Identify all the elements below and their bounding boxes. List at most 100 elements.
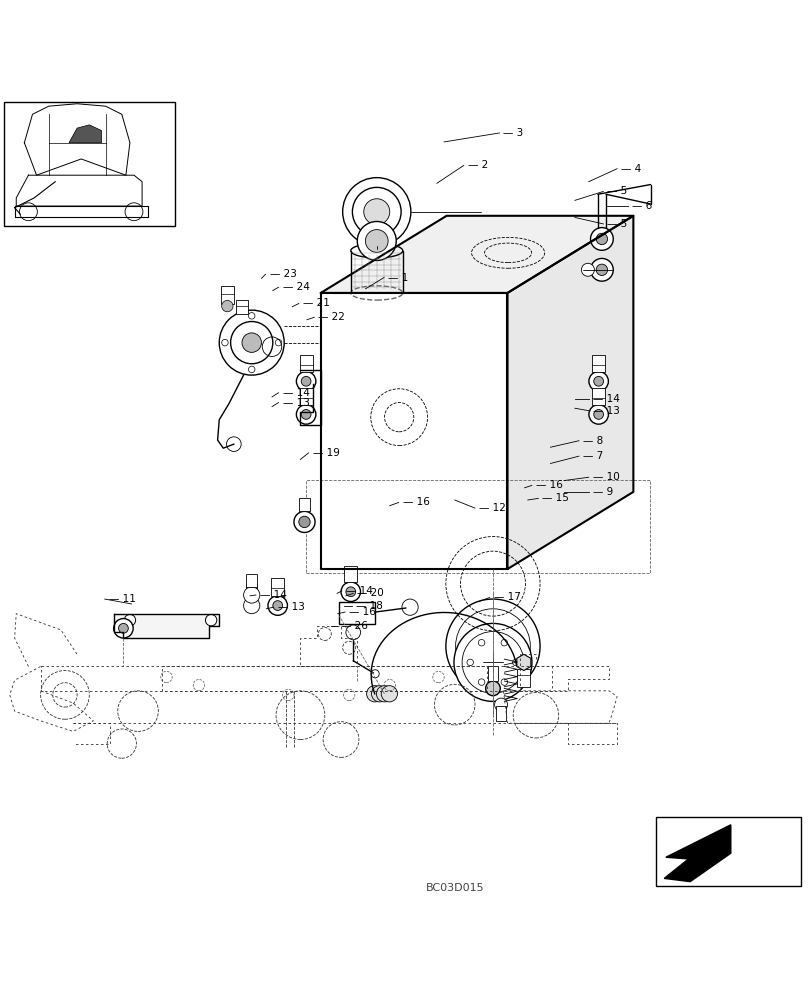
Text: — 5: — 5 bbox=[607, 219, 627, 229]
Text: — 2: — 2 bbox=[467, 160, 487, 170]
Text: — 6: — 6 bbox=[631, 201, 651, 211]
Text: — 21: — 21 bbox=[303, 298, 329, 308]
Circle shape bbox=[272, 601, 282, 610]
Circle shape bbox=[478, 639, 484, 646]
Circle shape bbox=[294, 511, 315, 532]
Circle shape bbox=[296, 405, 315, 424]
Bar bbox=[591, 355, 604, 372]
Circle shape bbox=[595, 233, 607, 245]
Circle shape bbox=[466, 659, 473, 666]
Circle shape bbox=[114, 619, 133, 638]
Text: — 14: — 14 bbox=[260, 590, 286, 600]
Circle shape bbox=[581, 263, 594, 276]
Text: — 13: — 13 bbox=[592, 406, 619, 416]
Circle shape bbox=[590, 258, 612, 281]
Bar bbox=[339, 601, 375, 624]
Circle shape bbox=[512, 659, 518, 666]
Circle shape bbox=[588, 405, 607, 424]
Circle shape bbox=[242, 333, 261, 352]
Circle shape bbox=[588, 372, 607, 391]
Text: — 13: — 13 bbox=[277, 602, 304, 612]
Circle shape bbox=[345, 587, 355, 597]
Bar bbox=[221, 286, 234, 304]
Circle shape bbox=[371, 670, 379, 678]
Circle shape bbox=[365, 230, 388, 252]
Circle shape bbox=[500, 679, 507, 685]
Bar bbox=[591, 388, 604, 405]
Circle shape bbox=[243, 587, 260, 603]
Polygon shape bbox=[507, 216, 633, 569]
Text: — 4: — 4 bbox=[620, 164, 641, 174]
Circle shape bbox=[226, 437, 241, 451]
Text: — 14: — 14 bbox=[592, 393, 619, 403]
Bar bbox=[306, 480, 649, 573]
Text: — 24: — 24 bbox=[282, 282, 309, 292]
Bar bbox=[298, 498, 310, 511]
Circle shape bbox=[19, 203, 37, 221]
Circle shape bbox=[345, 625, 360, 640]
Circle shape bbox=[205, 614, 217, 626]
Bar bbox=[517, 669, 530, 687]
Bar bbox=[4, 102, 174, 226]
Circle shape bbox=[593, 410, 603, 419]
Bar bbox=[299, 355, 312, 372]
Text: — 7: — 7 bbox=[582, 451, 603, 461]
Circle shape bbox=[243, 597, 260, 614]
Text: — 8: — 8 bbox=[582, 436, 603, 446]
Circle shape bbox=[595, 264, 607, 275]
Circle shape bbox=[221, 300, 233, 312]
Circle shape bbox=[401, 599, 418, 615]
Circle shape bbox=[500, 639, 507, 646]
Text: — 19: — 19 bbox=[312, 448, 339, 458]
Text: — 23: — 23 bbox=[269, 269, 296, 279]
Text: — 10: — 10 bbox=[592, 472, 619, 482]
Circle shape bbox=[593, 376, 603, 386]
Text: — 16: — 16 bbox=[535, 480, 562, 490]
Circle shape bbox=[296, 372, 315, 391]
Text: — 18: — 18 bbox=[355, 601, 382, 611]
Circle shape bbox=[367, 686, 383, 702]
Text: — 5: — 5 bbox=[607, 186, 627, 196]
Bar bbox=[496, 706, 505, 721]
Circle shape bbox=[357, 221, 396, 260]
Circle shape bbox=[453, 623, 531, 701]
Circle shape bbox=[341, 582, 360, 601]
Text: — 11: — 11 bbox=[109, 594, 135, 604]
Circle shape bbox=[125, 203, 143, 221]
Bar bbox=[487, 666, 497, 681]
Bar bbox=[299, 388, 312, 405]
Circle shape bbox=[376, 686, 393, 702]
Text: — 16: — 16 bbox=[402, 497, 429, 507]
Circle shape bbox=[381, 686, 397, 702]
Text: — 14: — 14 bbox=[282, 388, 309, 398]
Circle shape bbox=[590, 228, 612, 250]
Circle shape bbox=[219, 310, 284, 375]
Text: — 14: — 14 bbox=[345, 586, 372, 596]
Circle shape bbox=[298, 516, 310, 528]
Circle shape bbox=[478, 679, 484, 685]
Circle shape bbox=[494, 698, 507, 711]
Circle shape bbox=[248, 313, 255, 319]
Text: BC03D015: BC03D015 bbox=[425, 883, 483, 893]
Polygon shape bbox=[663, 825, 730, 882]
Bar bbox=[655, 817, 800, 886]
Circle shape bbox=[301, 410, 311, 419]
Circle shape bbox=[342, 178, 410, 246]
Bar bbox=[271, 578, 284, 596]
Circle shape bbox=[371, 686, 388, 702]
Text: — 12: — 12 bbox=[478, 503, 505, 513]
Text: — 22: — 22 bbox=[318, 312, 345, 322]
Text: — 20: — 20 bbox=[357, 588, 384, 598]
Circle shape bbox=[275, 339, 281, 346]
Text: — 1: — 1 bbox=[388, 273, 408, 283]
Circle shape bbox=[248, 366, 255, 373]
Polygon shape bbox=[320, 216, 633, 293]
Bar bbox=[236, 300, 247, 314]
Circle shape bbox=[268, 596, 287, 615]
Circle shape bbox=[124, 614, 135, 626]
Text: — 26: — 26 bbox=[341, 621, 367, 631]
Circle shape bbox=[221, 339, 228, 346]
Text: — 3: — 3 bbox=[503, 128, 523, 138]
Text: — 9: — 9 bbox=[592, 487, 612, 497]
Text: — 15: — 15 bbox=[542, 493, 569, 503]
